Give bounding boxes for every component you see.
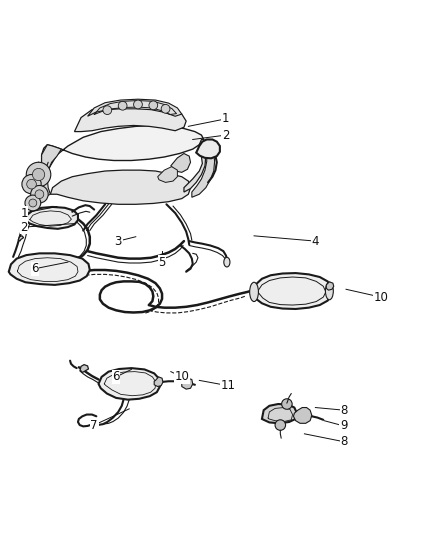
Polygon shape <box>252 273 331 309</box>
Ellipse shape <box>325 282 333 300</box>
Text: 1: 1 <box>20 207 28 220</box>
Text: 9: 9 <box>340 419 348 432</box>
Text: 5: 5 <box>159 256 166 269</box>
Circle shape <box>118 101 127 110</box>
Polygon shape <box>293 408 312 423</box>
Circle shape <box>26 162 51 187</box>
Circle shape <box>35 190 44 199</box>
Text: 6: 6 <box>112 370 120 383</box>
Polygon shape <box>262 404 297 423</box>
Polygon shape <box>74 103 186 132</box>
Polygon shape <box>192 146 215 197</box>
Polygon shape <box>9 253 90 285</box>
Circle shape <box>22 174 41 194</box>
Circle shape <box>282 399 292 409</box>
Polygon shape <box>42 145 61 197</box>
Circle shape <box>161 104 170 113</box>
Ellipse shape <box>250 282 258 302</box>
Text: 1: 1 <box>222 112 230 125</box>
Polygon shape <box>182 378 193 389</box>
Polygon shape <box>88 99 182 116</box>
Text: 3: 3 <box>115 235 122 248</box>
Ellipse shape <box>224 257 230 267</box>
Polygon shape <box>154 377 163 386</box>
Polygon shape <box>158 167 177 182</box>
Polygon shape <box>184 140 206 192</box>
Text: 4: 4 <box>311 235 319 248</box>
Text: 2: 2 <box>222 128 230 142</box>
Text: 10: 10 <box>174 370 189 383</box>
Circle shape <box>29 199 37 207</box>
Text: 6: 6 <box>31 262 39 275</box>
Text: 8: 8 <box>340 435 347 448</box>
Text: 11: 11 <box>220 379 235 392</box>
Polygon shape <box>326 282 334 290</box>
Polygon shape <box>50 170 191 204</box>
Polygon shape <box>196 140 220 158</box>
Circle shape <box>31 185 48 203</box>
Circle shape <box>27 179 36 189</box>
Text: 7: 7 <box>90 418 98 432</box>
Polygon shape <box>99 368 160 400</box>
Polygon shape <box>80 365 88 373</box>
Polygon shape <box>24 207 78 229</box>
Circle shape <box>103 106 112 115</box>
Circle shape <box>149 101 158 110</box>
Circle shape <box>275 420 286 430</box>
Text: 2: 2 <box>20 221 28 233</box>
Polygon shape <box>18 236 24 241</box>
Polygon shape <box>171 154 191 172</box>
Circle shape <box>32 168 45 181</box>
Text: 10: 10 <box>374 290 389 304</box>
Circle shape <box>134 100 142 109</box>
Circle shape <box>25 195 41 211</box>
Text: 8: 8 <box>340 403 347 417</box>
Polygon shape <box>42 125 204 183</box>
